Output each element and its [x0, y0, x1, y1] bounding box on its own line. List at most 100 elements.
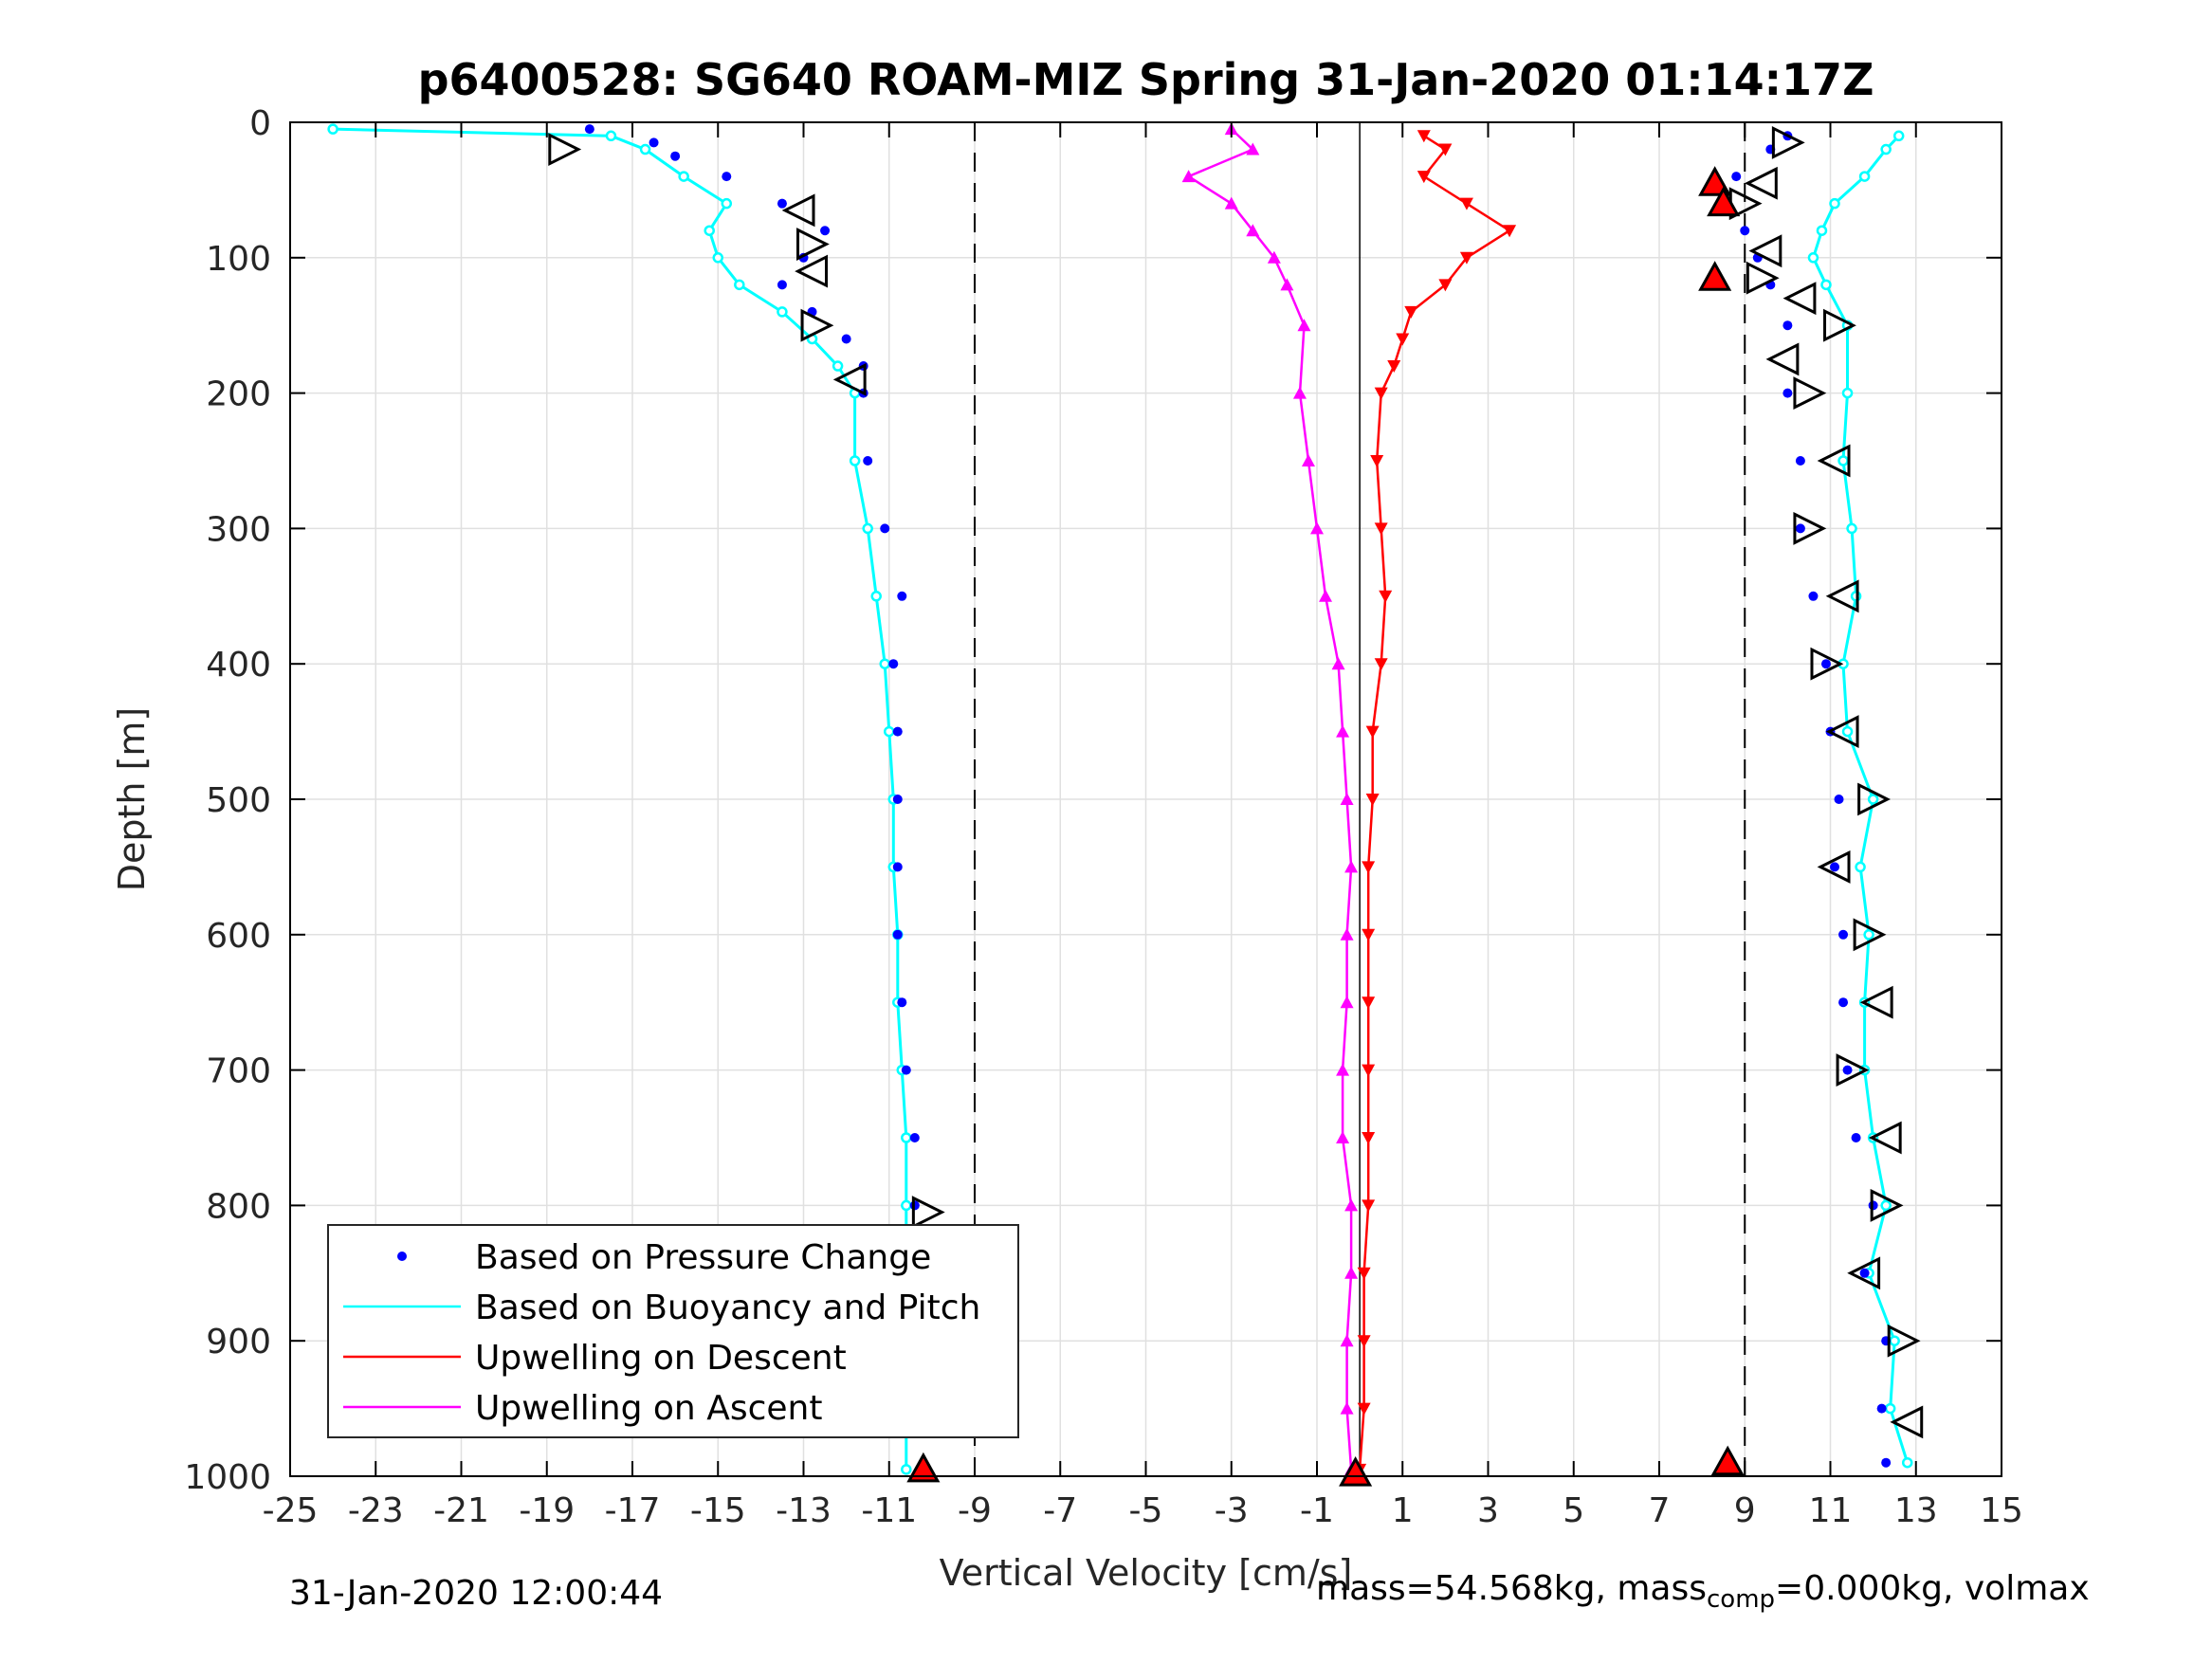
- upwelling-ascent-point: [1331, 657, 1345, 670]
- x-tick-label: -3: [1215, 1491, 1249, 1530]
- ascent-triangle-marker: [1857, 782, 1891, 816]
- apogee-marker: [1698, 261, 1732, 291]
- pressure-point-ascent: [1740, 226, 1750, 236]
- y-tick-label: 300: [206, 510, 271, 549]
- buoyancy-point-descent: [832, 360, 844, 372]
- upwelling-descent-point: [1396, 333, 1410, 346]
- y-tick-label: 700: [206, 1052, 271, 1091]
- apogee-marker: [1339, 1456, 1373, 1487]
- buoyancy-point-descent: [639, 143, 651, 155]
- upwelling-descent-point: [1357, 1335, 1371, 1348]
- buoyancy-point-ascent: [1829, 197, 1840, 210]
- upwelling-descent-point: [1374, 658, 1388, 671]
- upwelling-ascent-point: [1344, 1266, 1359, 1279]
- buoyancy-point-ascent: [1901, 1456, 1913, 1469]
- upwelling-ascent-point: [1310, 521, 1324, 535]
- buoyancy-point-descent: [678, 171, 689, 182]
- buoyancy-point-descent: [884, 725, 895, 738]
- upwelling-descent-point: [1365, 794, 1380, 806]
- x-tick-label: -23: [348, 1491, 404, 1530]
- buoyancy-point-ascent: [1884, 1402, 1896, 1415]
- upwelling-ascent-point: [1336, 724, 1350, 738]
- buoyancy-point-ascent: [1820, 279, 1832, 291]
- ascent-triangle-marker: [1771, 125, 1805, 159]
- pressure-point-ascent: [1782, 320, 1793, 331]
- x-axis-label: Vertical Velocity [cm/s]: [940, 1552, 1353, 1594]
- pressure-point-ascent: [1731, 172, 1742, 182]
- pressure-point-descent: [901, 1065, 911, 1075]
- ascent-triangle-marker: [1836, 1053, 1870, 1087]
- buoyancy-point-descent: [879, 658, 890, 669]
- upwelling-ascent-point: [1340, 927, 1354, 941]
- pressure-point-ascent: [1782, 388, 1793, 398]
- pressure-point-descent: [892, 795, 903, 804]
- ascent-triangle-marker: [1782, 282, 1817, 316]
- y-tick-label: 0: [249, 104, 271, 143]
- y-tick-label: 100: [206, 240, 271, 279]
- x-tick-label: 9: [1734, 1491, 1756, 1530]
- x-tick-label: -19: [519, 1491, 575, 1530]
- ascent-triangle-marker: [1823, 308, 1856, 342]
- buoyancy-point-ascent: [1880, 143, 1892, 155]
- x-tick-label: -7: [1043, 1491, 1077, 1530]
- x-tick-label: -5: [1129, 1491, 1163, 1530]
- x-tick-label: -17: [605, 1491, 661, 1530]
- ascent-triangle-marker: [1765, 342, 1800, 376]
- apogee-marker: [1710, 1445, 1745, 1476]
- legend-box: [327, 1224, 1019, 1438]
- ascent-triangle-marker: [1817, 850, 1851, 884]
- apogee-marker: [906, 1452, 941, 1483]
- y-tick-label: 900: [206, 1323, 271, 1361]
- y-tick-label: 500: [206, 781, 271, 820]
- x-tick-label: 11: [1809, 1491, 1853, 1530]
- x-tick-label: -25: [263, 1491, 319, 1530]
- buoyancy-point-descent: [704, 225, 715, 236]
- upwelling-ascent-point: [1336, 1063, 1350, 1076]
- apogee-marker: [1707, 186, 1741, 217]
- upwelling-ascent-point: [1280, 278, 1294, 291]
- buoyancy-point-descent: [712, 252, 723, 264]
- ascent-triangle-marker: [1890, 1405, 1924, 1439]
- pressure-point-ascent: [1842, 1065, 1853, 1075]
- buoyancy-point-descent: [901, 1464, 912, 1475]
- pressure-point-descent: [777, 198, 787, 209]
- buoyancy-point-ascent: [1807, 252, 1819, 264]
- descent-triangle-marker: [795, 254, 829, 288]
- buoyancy-point-descent: [901, 1199, 912, 1212]
- buoyancy-point-ascent: [1855, 861, 1866, 873]
- legend-label: Based on Buoyancy and Pitch: [475, 1288, 980, 1327]
- upwelling-ascent-point: [1246, 224, 1260, 237]
- pressure-point-ascent: [1830, 862, 1840, 872]
- buoyancy-line-descent: [333, 127, 908, 1470]
- upwelling-ascent-point: [1246, 142, 1260, 155]
- footer-mass-sub: comp: [1707, 1585, 1776, 1615]
- footer-mass: mass=54.568kg, masscomp=0.000kg, volmax: [1316, 1569, 2090, 1614]
- upwelling-descent-point: [1438, 143, 1453, 156]
- legend-label: Based on Pressure Change: [475, 1238, 931, 1277]
- upwelling-descent-point: [1438, 279, 1453, 292]
- upwelling-descent-point: [1404, 305, 1418, 319]
- ascent-triangle-marker: [1817, 444, 1851, 478]
- buoyancy-point-descent: [862, 522, 873, 535]
- upwelling-ascent-point: [1301, 454, 1315, 466]
- ascent-triangle-marker: [1810, 647, 1844, 681]
- x-tick-label: -21: [433, 1491, 489, 1530]
- pressure-point-descent: [909, 1133, 920, 1142]
- pressure-point-descent: [670, 151, 681, 161]
- footer-timestamp: 31-Jan-2020 12:00:44: [289, 1574, 664, 1613]
- upwelling-ascent-point: [1344, 860, 1359, 873]
- pressure-point-descent: [892, 929, 903, 940]
- y-tick-label: 800: [206, 1187, 271, 1226]
- pressure-point-ascent: [1834, 795, 1844, 804]
- footer-mass-text: mass=54.568kg, mass: [1316, 1569, 1707, 1608]
- pressure-point-ascent: [1795, 523, 1805, 534]
- upwelling-ascent-point: [1297, 319, 1311, 332]
- buoyancy-point-ascent: [1846, 522, 1857, 535]
- pressure-point-descent: [584, 124, 594, 135]
- upwelling-descent-point: [1357, 1402, 1371, 1416]
- upwelling-descent-point: [1362, 996, 1376, 1010]
- buoyancy-point-ascent: [1837, 455, 1849, 466]
- ascent-triangle-marker: [1748, 234, 1782, 268]
- pressure-point-descent: [841, 334, 851, 344]
